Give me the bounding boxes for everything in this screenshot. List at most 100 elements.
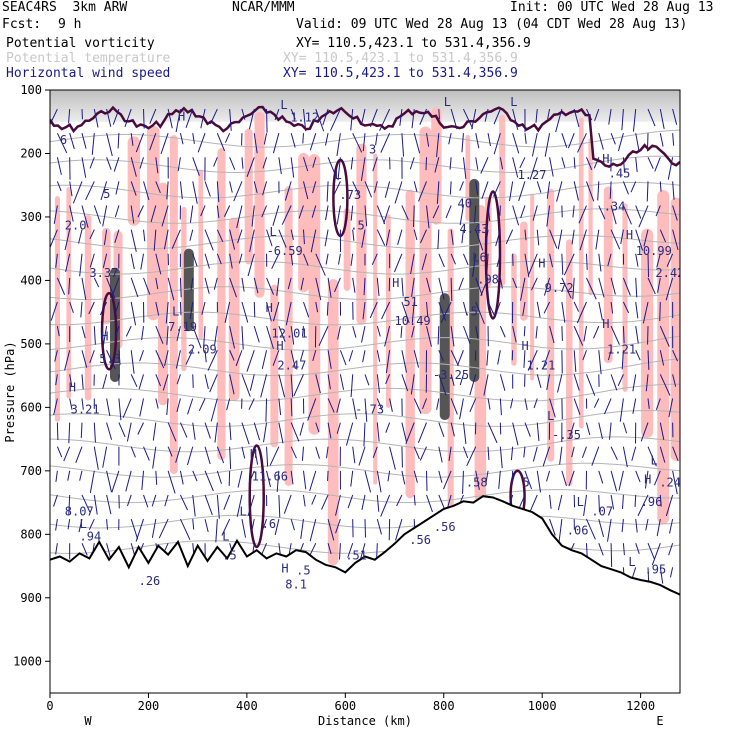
wind-vector <box>499 277 503 289</box>
pv-shade-column <box>588 138 593 296</box>
wind-vector <box>207 350 218 371</box>
wind-vector <box>546 205 551 227</box>
wind-vector <box>125 325 132 337</box>
wind-vector <box>610 543 613 567</box>
wind-vector <box>487 133 491 147</box>
wind-vector <box>272 133 280 154</box>
wind-vector <box>93 326 96 345</box>
extrema-label: 11.66 <box>252 469 288 483</box>
wind-vector <box>598 543 604 556</box>
wind-vector <box>443 470 452 490</box>
forecast-hour: 9 h <box>58 17 82 32</box>
wind-vector <box>438 253 445 268</box>
wind-vector <box>622 277 631 296</box>
wind-vector <box>102 253 108 268</box>
pv-shade-column <box>511 253 517 366</box>
wind-vector <box>493 108 501 125</box>
wind-vector <box>557 494 563 511</box>
wind-vector <box>607 253 612 267</box>
wind-vector <box>189 301 194 320</box>
wind-vector <box>647 157 654 169</box>
wind-vector <box>229 326 236 349</box>
wind-vector <box>345 422 354 446</box>
wind-vector <box>610 301 614 314</box>
wind-vector <box>130 253 135 270</box>
wind-vector <box>326 181 329 202</box>
wind-vector <box>527 253 538 276</box>
wind-vector <box>192 422 196 440</box>
wind-vector <box>364 398 368 422</box>
pv-shade-column <box>578 117 584 429</box>
wind-vector <box>106 108 112 127</box>
wind-vector <box>312 181 317 194</box>
wind-vector <box>253 301 256 318</box>
wind-vector <box>327 374 331 390</box>
extrema-label: .5 <box>296 563 310 577</box>
wind-vector <box>401 422 407 442</box>
wind-vector <box>462 325 471 345</box>
wind-vector <box>437 326 440 345</box>
wind-vector <box>143 277 151 295</box>
wind-vector <box>426 133 430 147</box>
wind-vector <box>512 326 517 343</box>
wind-vector <box>274 108 280 121</box>
wind-vector <box>475 470 480 490</box>
pv-shade-column <box>284 186 293 486</box>
extrema-label: 1.12 <box>290 111 319 125</box>
wind-vector <box>666 253 674 267</box>
wind-vector <box>221 518 231 536</box>
extrema-label: 2.47 <box>277 358 306 372</box>
wind-vector <box>336 398 341 413</box>
wind-vector <box>536 181 542 193</box>
wind-vector <box>389 398 393 412</box>
wind-vector <box>126 494 132 507</box>
wind-vector <box>405 422 415 444</box>
wind-vector <box>608 108 612 125</box>
wind-vector <box>462 470 464 494</box>
wind-vector <box>646 133 649 152</box>
wind-vector <box>632 108 637 132</box>
wind-vector <box>672 374 677 387</box>
field-theta-xy: XY= 110.5,423.1 to 531.4,356.9 <box>283 51 518 66</box>
extrema-label: 4.43 <box>460 222 489 236</box>
wind-vector <box>483 374 489 396</box>
wind-vector <box>100 181 108 201</box>
extrema-label: .98 <box>477 273 499 287</box>
wind-vector <box>102 446 108 468</box>
x-tick-label: 800 <box>433 699 455 713</box>
stratosphere-shading <box>50 90 680 122</box>
wind-vector <box>171 229 181 249</box>
wind-vector <box>290 422 300 442</box>
wind-vector <box>269 446 280 466</box>
wind-vector <box>610 374 618 391</box>
wind-vector <box>549 518 556 536</box>
wind-vector <box>179 470 184 485</box>
wind-vector <box>113 157 120 172</box>
wind-vector <box>249 374 255 391</box>
extrema-label: L <box>222 530 229 544</box>
wind-vector <box>412 205 415 228</box>
wind-vector <box>510 446 514 461</box>
wind-vector <box>667 157 674 180</box>
wind-vector <box>352 398 357 420</box>
wind-vector <box>229 374 235 395</box>
theta-contour-line <box>50 286 680 301</box>
wind-vector <box>459 374 464 386</box>
wind-vector <box>672 350 679 362</box>
wind-vector <box>484 108 489 122</box>
wind-vector <box>524 398 528 411</box>
theta-contour-line <box>50 514 680 529</box>
wind-vector <box>361 494 366 511</box>
wind-vector <box>487 422 498 444</box>
extrema-label: .96 <box>641 495 663 509</box>
wind-vector <box>657 277 661 293</box>
extrema-label: 6 <box>60 133 67 147</box>
wind-vector <box>659 229 667 243</box>
wind-vector <box>167 422 177 442</box>
wind-vector <box>290 350 296 370</box>
wind-vector <box>597 181 600 201</box>
theta-contour-line <box>50 462 680 478</box>
wind-vector <box>659 181 662 192</box>
wind-vector <box>438 470 443 483</box>
wind-vector <box>350 205 354 221</box>
